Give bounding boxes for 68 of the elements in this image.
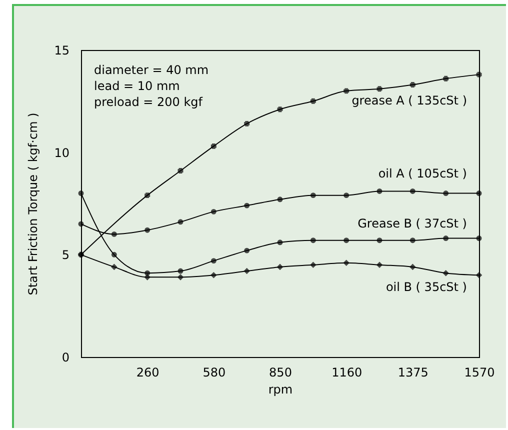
- point: [78, 221, 84, 227]
- point: [476, 272, 482, 278]
- point: [410, 188, 416, 194]
- point: [244, 120, 250, 126]
- x-tick-label: 580: [202, 366, 226, 380]
- point: [310, 262, 316, 268]
- point: [178, 268, 184, 274]
- point: [476, 190, 482, 196]
- point: [277, 240, 283, 246]
- point: [476, 72, 482, 78]
- point: [310, 98, 316, 104]
- x-axis-title: rpm: [268, 382, 293, 396]
- point: [178, 168, 184, 174]
- y-tick-label: 10: [54, 146, 70, 160]
- series-label: Grease B ( 37cSt ): [358, 216, 467, 230]
- x-tick-label: 850: [269, 366, 292, 380]
- point: [443, 190, 449, 196]
- x-tick-label: 1570: [464, 366, 495, 380]
- point: [111, 252, 117, 258]
- point: [210, 272, 216, 278]
- point: [410, 264, 416, 270]
- annotation: lead = 10 mm: [94, 79, 180, 93]
- x-tick-label: 1160: [332, 366, 362, 380]
- x-tick-label: 1375: [398, 366, 428, 380]
- point: [144, 227, 150, 233]
- series-label: grease A ( 135cSt ): [352, 94, 467, 108]
- point: [410, 82, 416, 88]
- point: [111, 264, 117, 270]
- y-axis-title: Start Friction Torque ( kgf·cm ): [26, 112, 40, 296]
- point: [210, 143, 216, 149]
- point: [244, 248, 250, 254]
- point: [344, 260, 350, 266]
- series-label: oil A ( 105cSt ): [378, 166, 467, 180]
- point: [344, 238, 350, 244]
- point: [376, 188, 382, 194]
- annotation: preload = 200 kgf: [94, 95, 204, 109]
- point: [443, 76, 449, 82]
- point: [144, 274, 150, 280]
- point: [244, 202, 250, 208]
- point: [277, 196, 283, 202]
- point: [144, 270, 150, 276]
- y-tick-label: 5: [62, 248, 70, 262]
- point: [344, 88, 350, 94]
- point: [443, 270, 449, 276]
- point: [310, 192, 316, 198]
- point: [210, 208, 216, 214]
- point: [111, 231, 117, 237]
- y-tick-label: 15: [54, 44, 70, 58]
- y-tick-label: 0: [62, 350, 70, 364]
- series-label: oil B ( 35cSt ): [386, 280, 467, 294]
- point: [443, 236, 449, 242]
- point: [144, 192, 150, 198]
- point: [476, 236, 482, 242]
- point: [376, 238, 382, 244]
- point: [178, 274, 184, 280]
- point: [344, 192, 350, 198]
- point: [78, 190, 84, 196]
- point: [210, 258, 216, 264]
- point: [376, 262, 382, 268]
- point: [410, 238, 416, 244]
- point: [376, 86, 382, 92]
- annotation: diameter = 40 mm: [94, 63, 209, 77]
- point: [277, 106, 283, 112]
- point: [178, 219, 184, 225]
- point: [277, 264, 283, 270]
- x-tick-label: 260: [136, 366, 160, 380]
- point: [244, 268, 250, 274]
- point: [310, 238, 316, 244]
